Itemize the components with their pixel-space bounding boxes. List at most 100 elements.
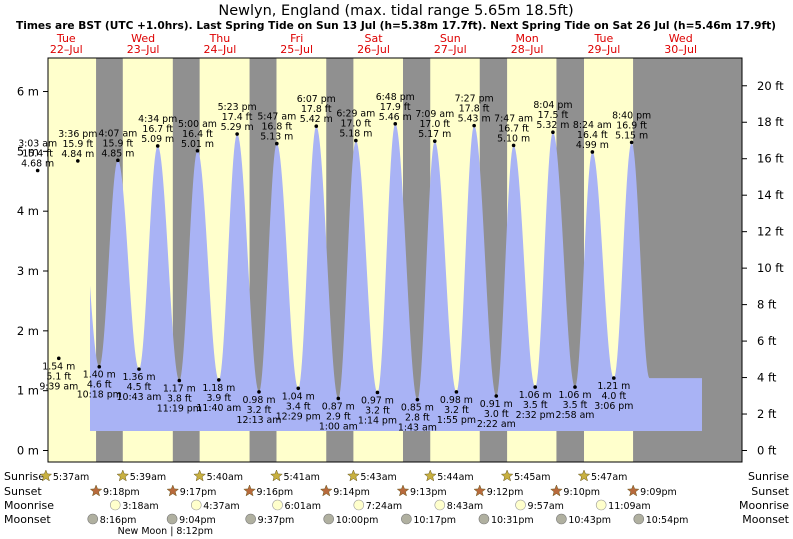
high-tide-m: 5.46 m: [379, 112, 412, 123]
moonset-moon-icon: [401, 513, 412, 525]
sunrise-star-icon: [39, 469, 53, 482]
day-header-dow: Mon: [515, 32, 538, 45]
low-tide-ft: 3.4 ft: [286, 401, 311, 412]
low-tide-time: 11:19 pm: [157, 403, 202, 414]
moonset-moon-icon: [478, 513, 490, 525]
moonrise-moon-icon: [595, 499, 607, 511]
sunrise-star-icon: [500, 469, 514, 482]
moonset-moon-icon: [633, 513, 645, 525]
low-tide-ft: 3.0 ft: [484, 409, 509, 420]
row-label-right: Moonrise: [739, 499, 789, 512]
low-tide-time: 2:32 pm: [516, 410, 555, 421]
high-tide-time: 8:40 pm: [612, 110, 651, 121]
tide-dot: [551, 130, 555, 135]
low-tide-m: 1.21 m: [597, 381, 630, 392]
row-label-left: Sunrise: [4, 470, 45, 483]
low-tide-m: 0.97 m: [361, 395, 394, 406]
sunset-star-icon: [626, 484, 640, 497]
low-tide-m: 1.54 m: [42, 361, 75, 372]
low-tide-ft: 5.1 ft: [46, 371, 71, 382]
high-tide-m: 5.17 m: [418, 129, 451, 140]
day-header-dow: Fri: [290, 32, 303, 45]
tide-dot: [454, 390, 459, 394]
sunrise-time: 5:45am: [514, 472, 550, 483]
sunrise-time: 5:44am: [437, 472, 473, 483]
high-tide-m: 5.18 m: [339, 129, 372, 140]
tide-dot: [612, 376, 616, 380]
low-tide-ft: 3.9 ft: [206, 393, 231, 404]
tide-dot: [494, 394, 499, 398]
day-header-date: 25–Jul: [280, 43, 313, 56]
low-tide-m: 1.36 m: [122, 372, 155, 383]
tide-dot: [590, 150, 595, 154]
sunrise-star-icon: [116, 469, 130, 482]
plot-frame: [47, 57, 743, 463]
y-tick-label-ft: 16 ft: [757, 152, 784, 166]
low-tide-m: 1.04 m: [282, 391, 315, 402]
moonset-time: 10:54pm: [646, 515, 689, 526]
high-tide-ft: 15.9 ft: [62, 139, 93, 150]
day-header-date: 22–Jul: [50, 43, 83, 56]
low-tide-time: 3:06 pm: [594, 401, 633, 412]
sunrise-star-icon: [193, 469, 206, 482]
low-tide-m: 0.98 m: [440, 395, 473, 406]
moonset-time: 10:00pm: [336, 515, 379, 526]
row-label-right: Sunset: [751, 485, 789, 498]
high-tide-time: 7:47 am: [494, 113, 533, 124]
moonset-time: 8:16pm: [100, 515, 137, 526]
tide-curve: [90, 123, 702, 432]
high-tide-time: 5:00 am: [178, 119, 217, 130]
day-header-dow: Wed: [131, 32, 155, 45]
moonrise-moon-icon: [190, 499, 202, 511]
high-tide-ft: 17.0 ft: [341, 119, 372, 130]
low-tide-time: 2:58 am: [556, 410, 595, 421]
tide-dot: [35, 168, 40, 173]
sunset-time: 9:18pm: [103, 487, 140, 498]
moonset-moon-icon: [323, 513, 335, 525]
low-tide-ft: 2.8 ft: [405, 413, 430, 424]
sunset-star-icon: [89, 484, 103, 497]
high-tide-time: 4:07 am: [98, 128, 137, 139]
tide-area: [90, 123, 702, 432]
sunset-star-icon: [166, 484, 180, 497]
new-moon-label: New Moon | 8:12pm: [118, 526, 213, 537]
high-tide-time: 8:24 am: [573, 120, 612, 131]
y-tick-label-ft: 14 ft: [757, 188, 784, 202]
tide-dot: [296, 386, 301, 391]
y-tick-label-ft: 20 ft: [757, 79, 784, 93]
high-tide-time: 5:47 am: [257, 112, 296, 123]
low-tide-time: 1:00 am: [319, 421, 358, 432]
moonrise-time: 3:18am: [122, 501, 158, 512]
tide-dot: [375, 390, 380, 395]
tide-dot: [415, 397, 420, 402]
moonset-moon-icon: [166, 513, 178, 525]
high-tide-ft: 17.4 ft: [222, 112, 253, 123]
low-tide-time: 2:22 am: [477, 419, 516, 430]
moonrise-moon-icon: [353, 499, 365, 511]
y-tick-label-ft: 18 ft: [757, 115, 784, 129]
sunset-star-icon: [243, 484, 256, 497]
tide-dot: [573, 385, 577, 389]
tide-dot: [137, 367, 141, 371]
sunrise-star-icon: [423, 469, 437, 482]
high-tide-m: 5.09 m: [141, 134, 174, 145]
tide-dot: [472, 123, 476, 128]
moonrise-moon-icon: [109, 499, 121, 511]
low-tide-ft: 2.9 ft: [326, 411, 351, 422]
high-tide-ft: 16.4 ft: [577, 130, 608, 141]
day-header-dow: Tue: [56, 32, 76, 45]
moonset-time: 10:17pm: [413, 515, 456, 526]
y-tick-label-m: 5 m: [17, 144, 39, 158]
high-tide-ft: 16.9 ft: [616, 120, 647, 131]
high-tide-time: 5:23 pm: [218, 102, 257, 113]
low-tide-m: 0.87 m: [322, 401, 355, 412]
tide-dot: [116, 158, 120, 163]
high-tide-m: 5.32 m: [536, 120, 569, 131]
tide-dot: [56, 356, 61, 361]
y-tick-label-ft: 6 ft: [757, 334, 777, 348]
high-tide-time: 6:29 am: [336, 109, 375, 120]
low-tide-time: 1:14 pm: [358, 415, 397, 426]
high-tide-time: 6:07 pm: [297, 94, 336, 105]
